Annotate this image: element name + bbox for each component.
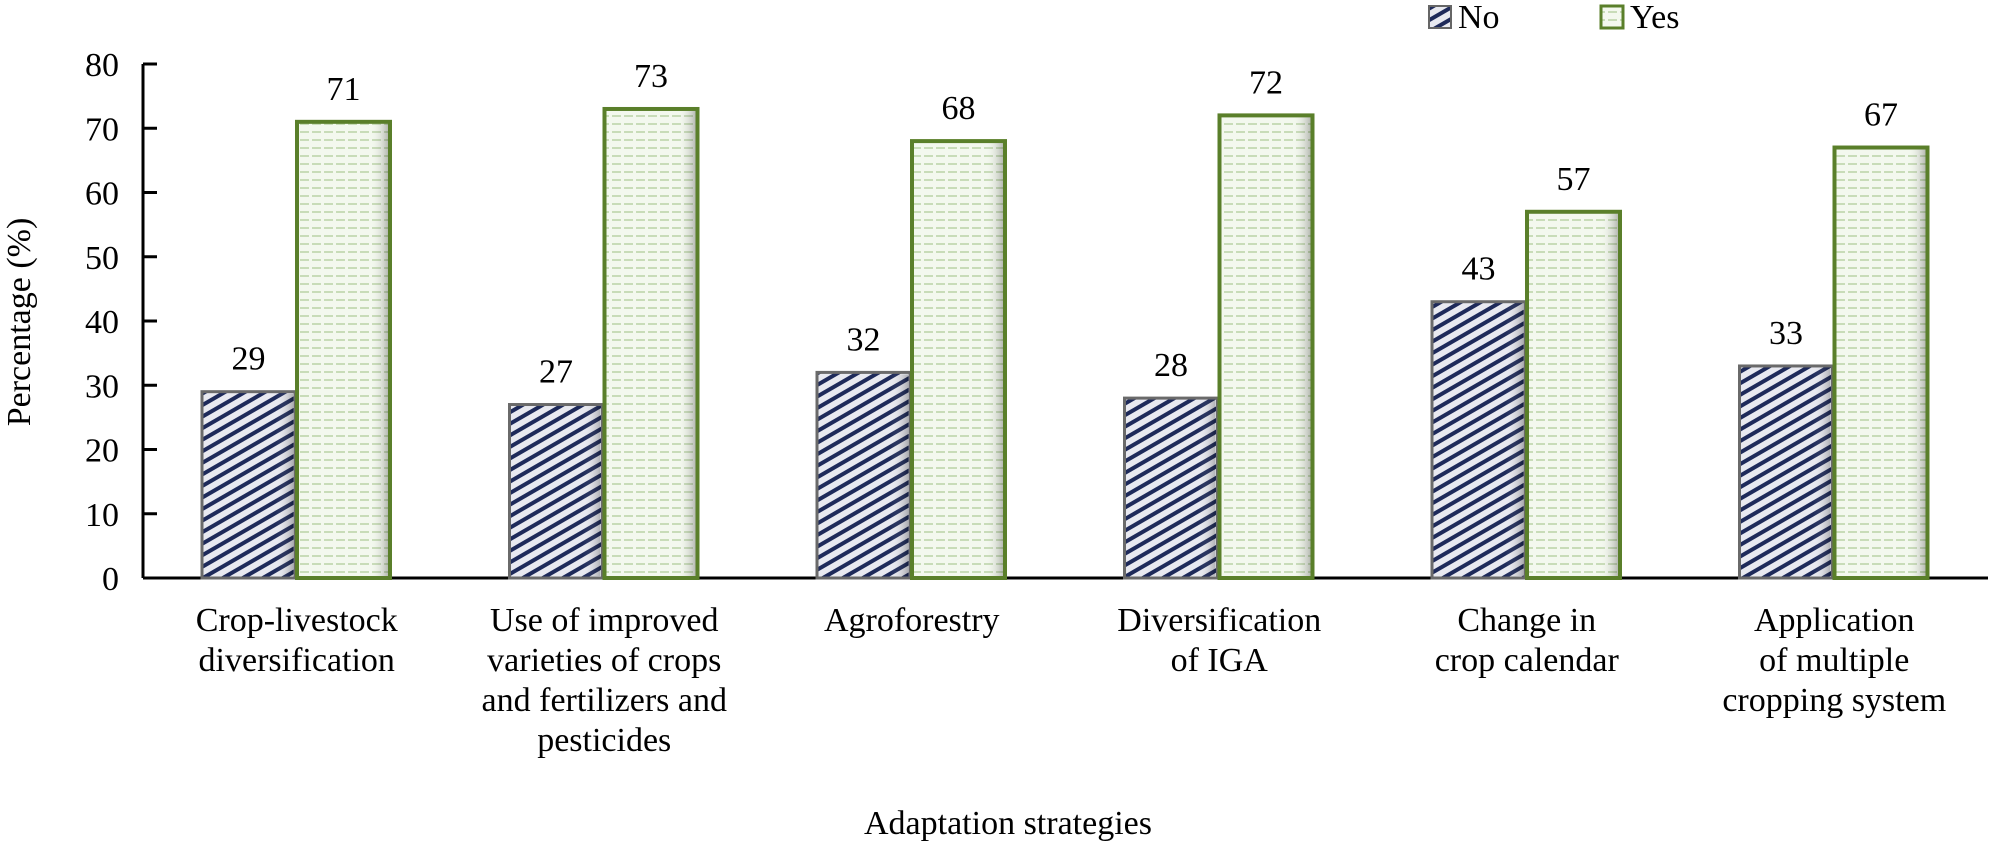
data-label-no: 32 xyxy=(847,321,881,358)
bar-shade xyxy=(606,110,696,576)
legend-swatch-yes xyxy=(1599,4,1625,30)
bar-shade xyxy=(1221,117,1311,577)
x-tick-label-line: crop calendar xyxy=(1435,642,1620,679)
data-label-yes: 72 xyxy=(1249,64,1283,101)
y-axis-title: Percentage (%) xyxy=(1,218,38,427)
bar-shade xyxy=(299,123,388,576)
legend-swatch-no xyxy=(1428,5,1452,29)
data-label-yes: 68 xyxy=(942,90,976,127)
bar-shade xyxy=(1836,149,1926,576)
bar-shade xyxy=(914,143,1003,576)
x-tick-label: Application of multiple cropping system xyxy=(1722,602,1946,719)
x-tick-label-line: Agroforestry xyxy=(824,602,1000,639)
x-tick-label: Use of improved varieties of crops and fer… xyxy=(482,602,727,759)
data-label-no: 29 xyxy=(232,341,266,378)
x-tick-label-line: diversification xyxy=(199,642,395,679)
bar-shade xyxy=(819,374,908,576)
data-label-yes: 73 xyxy=(634,58,668,95)
y-tick-label: 40 xyxy=(85,304,119,341)
x-tick-label-line: Diversification xyxy=(1117,602,1321,639)
bars xyxy=(200,106,1930,581)
y-tick-label: 50 xyxy=(85,240,119,277)
y-tick-label: 10 xyxy=(85,497,119,534)
bar-shade xyxy=(1126,400,1216,576)
x-tick-label-line: and fertilizers and xyxy=(482,682,727,719)
bar-shade xyxy=(1741,367,1831,576)
y-tick-label: 80 xyxy=(85,47,119,84)
x-tick-label-line: pesticides xyxy=(537,722,671,759)
axes: 0 10 20 30 40 50 60 70 80 xyxy=(85,47,1988,598)
legend: No Yes xyxy=(1428,0,1679,36)
data-label-yes: 67 xyxy=(1864,97,1898,134)
y-tick-label: 20 xyxy=(85,433,119,470)
data-label-yes: 57 xyxy=(1557,161,1591,198)
x-tick-label: Change in crop calendar xyxy=(1435,602,1620,679)
x-tick-label-line: varieties of crops xyxy=(487,642,721,679)
data-label-yes: 71 xyxy=(327,71,361,108)
x-tick-label-line: Change in xyxy=(1457,602,1596,639)
data-label-no: 27 xyxy=(539,354,573,391)
x-tick-label-line: Application xyxy=(1754,602,1915,639)
y-tick-label: 0 xyxy=(102,561,119,598)
bar-shade xyxy=(1434,303,1523,576)
legend-label-yes: Yes xyxy=(1630,0,1679,36)
bar-shade xyxy=(204,393,293,576)
x-tick-label-line: Use of improved xyxy=(490,602,719,639)
bar-shade xyxy=(511,406,601,576)
data-label-no: 33 xyxy=(1769,315,1803,352)
x-tick-label: Crop-livestock diversification xyxy=(196,602,398,679)
data-label-no: 43 xyxy=(1462,251,1496,288)
y-tick-label: 30 xyxy=(85,368,119,405)
x-tick-label-line: Crop-livestock xyxy=(196,602,398,639)
labels: 29 71 Crop-livestock diversification 27 73 Use… xyxy=(196,58,1946,759)
y-tick-label: 60 xyxy=(85,176,119,213)
y-tick-label: 70 xyxy=(85,111,119,148)
x-tick-label-line: of IGA xyxy=(1171,642,1269,679)
x-tick-label-line: of multiple xyxy=(1759,642,1909,679)
data-label-no: 28 xyxy=(1154,347,1188,384)
legend-label-no: No xyxy=(1458,0,1500,36)
x-axis-title: Adaptation strategies xyxy=(864,805,1152,842)
bar-shade xyxy=(1529,213,1618,576)
x-tick-label: Agroforestry xyxy=(824,602,1000,639)
x-tick-label: Diversification of IGA xyxy=(1117,602,1321,679)
x-tick-label-line: cropping system xyxy=(1722,682,1946,719)
